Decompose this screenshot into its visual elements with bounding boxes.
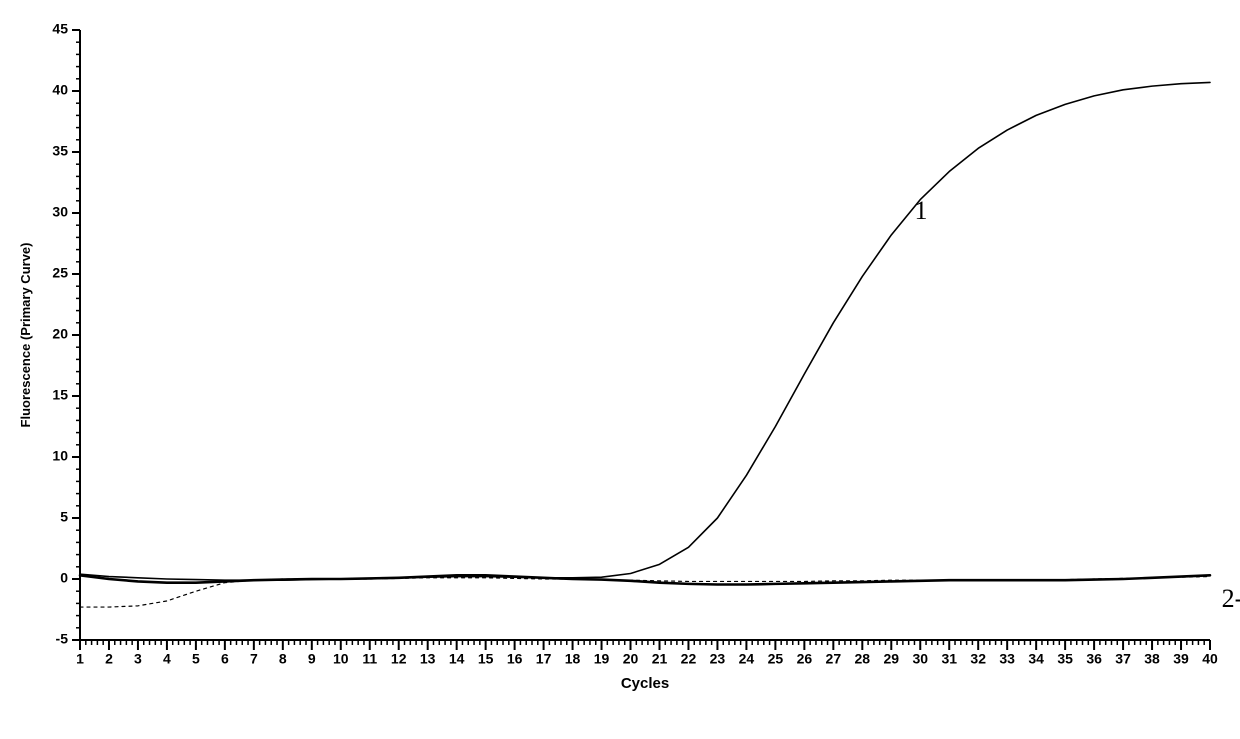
- x-tick-label: 35: [1057, 650, 1073, 666]
- x-tick-label: 25: [768, 650, 784, 666]
- x-tick-label: 12: [391, 650, 407, 666]
- x-tick-label: 2: [105, 650, 113, 666]
- x-tick-label: 34: [1028, 650, 1044, 666]
- x-tick-label: 11: [362, 650, 377, 666]
- series-label-curve-3: 2-3: [1222, 584, 1240, 613]
- x-tick-label: 9: [308, 650, 316, 666]
- x-tick-label: 26: [797, 650, 813, 666]
- series-label-curve-1: 1: [914, 196, 927, 225]
- y-tick-label: 0: [60, 570, 68, 586]
- x-tick-label: 13: [420, 650, 436, 666]
- y-tick-label: 35: [52, 143, 68, 159]
- x-tick-label: 14: [449, 650, 465, 666]
- x-tick-label: 15: [478, 650, 494, 666]
- x-axis-title: Cycles: [621, 675, 669, 692]
- y-axis-title: Fluorescence (Primary Curve): [18, 243, 33, 428]
- x-tick-label: 24: [739, 650, 755, 666]
- x-tick-label: 31: [941, 650, 957, 666]
- y-tick-label: -5: [56, 631, 69, 647]
- y-tick-label: 25: [52, 265, 68, 281]
- y-tick-label: 20: [52, 326, 68, 342]
- y-tick-label: 10: [52, 448, 68, 464]
- y-tick-label: 5: [60, 509, 68, 525]
- x-tick-label: 40: [1202, 650, 1218, 666]
- y-tick-label: 45: [52, 21, 68, 37]
- x-tick-label: 1: [76, 650, 84, 666]
- y-tick-label: 40: [52, 82, 68, 98]
- y-tick-label: 15: [52, 387, 68, 403]
- x-tick-label: 20: [623, 650, 639, 666]
- x-tick-label: 37: [1115, 650, 1131, 666]
- x-tick-label: 21: [652, 650, 668, 666]
- x-tick-label: 18: [565, 650, 581, 666]
- y-tick-label: 30: [52, 204, 68, 220]
- x-tick-label: 33: [999, 650, 1015, 666]
- x-tick-label: 8: [279, 650, 287, 666]
- x-tick-label: 3: [134, 650, 142, 666]
- series-curve-2: [80, 575, 1210, 584]
- x-tick-label: 38: [1144, 650, 1160, 666]
- x-tick-label: 27: [826, 650, 842, 666]
- x-tick-label: 39: [1173, 650, 1189, 666]
- x-tick-label: 16: [507, 650, 523, 666]
- x-tick-label: 23: [710, 650, 726, 666]
- x-tick-label: 32: [970, 650, 986, 666]
- fluorescence-chart: -505101520253035404512345678910111213141…: [0, 0, 1240, 739]
- chart-svg: -505101520253035404512345678910111213141…: [0, 0, 1240, 739]
- x-tick-label: 28: [855, 650, 871, 666]
- x-tick-label: 17: [536, 650, 552, 666]
- x-tick-label: 6: [221, 650, 229, 666]
- series-curve-1: [80, 82, 1210, 580]
- x-tick-label: 29: [883, 650, 899, 666]
- axes: [80, 30, 1210, 640]
- x-tick-label: 5: [192, 650, 200, 666]
- x-tick-label: 36: [1086, 650, 1102, 666]
- x-tick-label: 30: [912, 650, 928, 666]
- x-tick-label: 22: [681, 650, 697, 666]
- x-tick-label: 19: [594, 650, 610, 666]
- x-tick-label: 7: [250, 650, 258, 666]
- x-tick-label: 4: [163, 650, 171, 666]
- x-tick-label: 10: [333, 650, 349, 666]
